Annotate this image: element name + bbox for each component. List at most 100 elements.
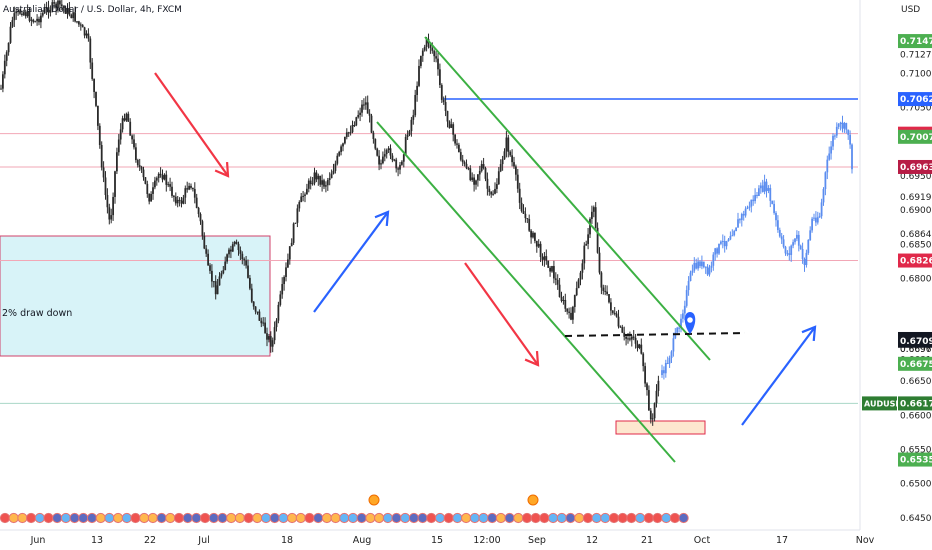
event-dot — [548, 512, 559, 524]
candle-body — [150, 193, 152, 202]
candle — [195, 193, 198, 209]
candle — [524, 207, 527, 223]
candle — [488, 185, 491, 196]
candle — [313, 167, 316, 186]
time-tick-label: Sep — [528, 535, 546, 546]
candle-body — [509, 151, 512, 156]
candle — [224, 256, 227, 271]
arrow-head — [524, 350, 540, 367]
candle-body — [292, 223, 295, 243]
candle — [53, 0, 56, 9]
candle — [64, 6, 67, 14]
candle-body — [556, 279, 559, 285]
price-tick-label: 0.66966 — [900, 345, 932, 355]
candle-body — [581, 263, 584, 273]
projected-candle — [666, 356, 669, 365]
candle — [252, 300, 255, 310]
candle — [404, 134, 407, 156]
candle-body — [146, 183, 149, 194]
candle — [408, 129, 411, 137]
candle-body — [758, 188, 760, 196]
candle — [22, 9, 25, 17]
candle — [174, 192, 177, 206]
economic-event-icon — [408, 512, 419, 524]
economic-event-icon — [652, 512, 663, 524]
economic-event-icon — [330, 512, 341, 524]
candle — [231, 241, 234, 253]
candle — [397, 166, 399, 177]
candle-body — [570, 312, 572, 320]
events-layer — [0, 494, 689, 524]
price-badge-bg — [898, 92, 932, 107]
economic-event-icon — [626, 512, 637, 524]
event-dot — [121, 512, 132, 524]
projected-candle — [742, 210, 745, 221]
candle-body — [359, 112, 361, 115]
candle-body — [401, 161, 403, 165]
candle — [554, 272, 557, 286]
candle-body — [226, 254, 228, 262]
candle-body — [630, 336, 633, 340]
candle-body — [161, 175, 164, 180]
candle-body — [102, 167, 105, 178]
candle — [266, 327, 268, 347]
candle-body — [264, 322, 266, 334]
candle-body — [30, 19, 33, 21]
candle-body — [104, 177, 107, 195]
projected-candle — [704, 266, 707, 274]
candle — [311, 177, 314, 186]
time-axis[interactable]: Jun 13 22 Jul 18 Aug 15 12:00 Sep 12 21 Oct 17 Nov — [0, 529, 875, 546]
candle — [38, 16, 40, 26]
candle-body — [152, 187, 154, 194]
candle-body — [83, 27, 86, 36]
time-tick-label: 13 — [91, 535, 103, 546]
candle — [615, 311, 618, 318]
candle — [7, 42, 10, 56]
candle-body — [212, 281, 215, 283]
candle-body — [178, 199, 181, 201]
candle-body — [733, 231, 736, 236]
target-zone — [615, 420, 706, 435]
candle-body — [799, 245, 802, 250]
candle — [233, 240, 236, 247]
economic-event-icon — [130, 512, 141, 524]
price-badge-text: 0.70072 — [900, 133, 932, 143]
candle — [450, 118, 453, 129]
candle-body — [644, 366, 646, 384]
candle-body — [437, 58, 439, 70]
projected-candle — [721, 234, 724, 249]
candle-body — [560, 296, 563, 301]
candle — [45, 1, 48, 15]
candle-body — [171, 186, 173, 196]
candle-body — [387, 148, 390, 150]
candle — [347, 131, 350, 137]
event-dot — [408, 512, 419, 524]
candle — [399, 161, 401, 175]
candle-body — [587, 234, 589, 244]
candle — [123, 113, 126, 122]
candle-body — [471, 177, 474, 180]
economic-event-icon — [661, 512, 672, 524]
projected-candle — [693, 257, 696, 273]
price-level-badge: 0.69631 — [898, 159, 932, 174]
candle-body — [463, 162, 466, 164]
candle-body — [687, 280, 690, 291]
candle — [374, 138, 377, 151]
candle — [201, 219, 204, 240]
candle — [129, 118, 132, 136]
candle-body — [539, 243, 542, 257]
economic-event-icon — [527, 494, 539, 506]
event-dot — [34, 512, 45, 524]
candle — [279, 290, 282, 307]
candle-body — [28, 10, 31, 21]
candle-body — [752, 199, 755, 202]
candle-body — [701, 261, 703, 267]
projected-candle — [775, 211, 777, 227]
candle-body — [357, 114, 360, 118]
